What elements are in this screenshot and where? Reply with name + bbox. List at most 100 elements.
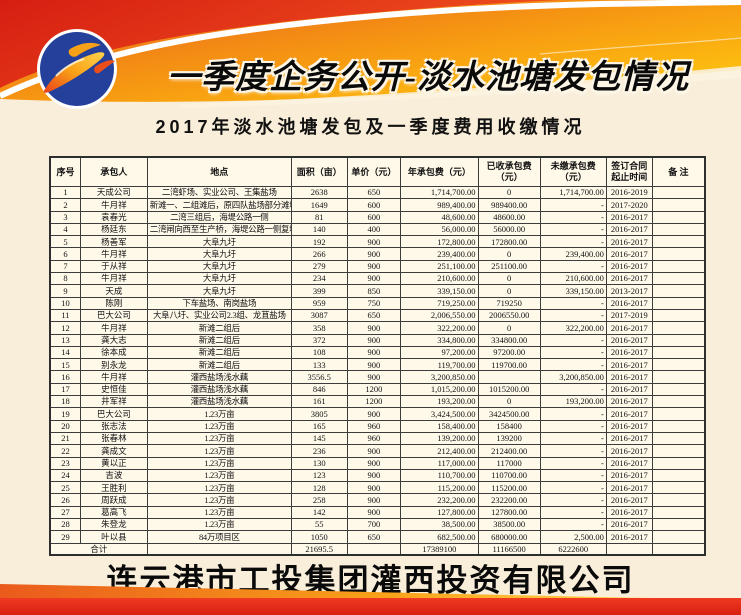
cell-contract_period: 2016-2017	[605, 407, 653, 421]
cell-no: 20	[49, 419, 81, 433]
cell-no: 2	[49, 198, 81, 212]
cell-location: 1.23万亩	[146, 431, 292, 446]
cell-contract_period: 2016-2017	[605, 333, 653, 347]
cell-unpaid_fee_yuan: 3,200,850.00	[539, 370, 607, 384]
cell-note	[651, 296, 706, 310]
total-period	[605, 542, 653, 556]
cell-unit_price_yuan: 650	[346, 530, 402, 544]
cell-area_mu: 234	[290, 272, 348, 286]
cell-unpaid_fee_yuan: -	[539, 358, 607, 372]
cell-area_mu: 846	[290, 382, 348, 397]
cell-contractor: 葛高飞	[79, 505, 148, 520]
cell-area_mu: 142	[290, 505, 348, 520]
cell-note	[651, 407, 706, 421]
cell-no: 4	[49, 222, 81, 237]
table-row: 14 徐本成 新滩二组后 108 900 97,200.00 97200.00-2016-2…	[49, 345, 706, 360]
cell-note	[651, 530, 706, 544]
cell-contractor: 牛月祥	[79, 198, 148, 212]
cell-area_mu: 1050	[290, 530, 348, 544]
cell-contract_period: 2016-2017	[605, 259, 653, 274]
cell-contractor: 朱登龙	[79, 518, 148, 532]
cell-annual_fee_yuan: 682,500.00	[400, 530, 479, 544]
cell-unit_price_yuan: 650	[346, 185, 402, 200]
cell-unpaid_fee_yuan: -	[539, 210, 607, 224]
cell-no: 18	[49, 395, 81, 409]
cell-area_mu: 3556.5	[290, 370, 348, 384]
cell-contract_period: 2017-2019	[605, 308, 653, 323]
total-annual-fee: 17389100	[400, 542, 479, 556]
cell-unit_price_yuan: 1200	[346, 382, 402, 397]
cell-location: 84万项目区	[146, 530, 292, 544]
cell-contractor: 杨廷东	[79, 222, 148, 237]
table-row: 18 井军祥 灌西盐场浅水藕 161 1200 193,200.00 0 193,200.00…	[49, 395, 706, 409]
cell-contract_period: 2016-2017	[605, 370, 653, 384]
table-row: 23 黄以正 1.23万亩 130 900 117,000.00 117000-2016-2…	[49, 456, 706, 470]
cell-location: 灌西盐场浅水藕	[146, 382, 292, 397]
cell-annual_fee_yuan: 719,250.00	[400, 296, 479, 310]
cell-received_fee_yuan: 38500.00	[477, 518, 541, 532]
cell-received_fee_yuan: 110700.00	[477, 468, 541, 483]
cell-unpaid_fee_yuan: -	[539, 444, 607, 458]
cell-annual_fee_yuan: 172,800.00	[400, 235, 479, 249]
cell-unit_price_yuan: 600	[346, 210, 402, 224]
cell-note	[651, 333, 706, 347]
table-row: 13 龚大志 新滩二组后 372 900 334,800.00 334800.00-2016…	[49, 333, 706, 347]
cell-unit_price_yuan: 700	[346, 518, 402, 532]
cell-area_mu: 161	[290, 395, 348, 409]
cell-unit_price_yuan: 900	[346, 321, 402, 335]
cell-contract_period: 2016-2017	[605, 321, 653, 335]
cell-received_fee_yuan: 172800.00	[477, 235, 541, 249]
cell-unpaid_fee_yuan: -	[539, 345, 607, 360]
cell-unpaid_fee_yuan: -	[539, 296, 607, 310]
cell-no: 1	[49, 185, 81, 200]
cell-note	[651, 284, 706, 298]
cell-unit_price_yuan: 900	[346, 235, 402, 249]
col-header-contractor: 承包人	[79, 156, 148, 187]
cell-no: 5	[49, 235, 81, 249]
cell-annual_fee_yuan: 239,400.00	[400, 247, 479, 261]
cell-location: 1.23万亩	[146, 518, 292, 532]
cell-area_mu: 165	[290, 419, 348, 433]
cell-area_mu: 399	[290, 284, 348, 298]
cell-location: 大阜八圩、实业公司2.3组、龙苴盐场	[146, 308, 292, 323]
cell-area_mu: 3087	[290, 308, 348, 323]
cell-contract_period: 2016-2017	[605, 272, 653, 286]
cell-annual_fee_yuan: 56,000.00	[400, 222, 479, 237]
cell-unit_price_yuan: 900	[346, 407, 402, 421]
cell-location: 新滩二组后	[146, 333, 292, 347]
guanxi-logo	[37, 29, 117, 109]
cell-received_fee_yuan: 115200.00	[477, 481, 541, 495]
cell-note	[651, 431, 706, 446]
cell-annual_fee_yuan: 1,714,700.00	[400, 185, 479, 200]
cell-note	[651, 235, 706, 249]
cell-annual_fee_yuan: 97,200.00	[400, 345, 479, 360]
cell-annual_fee_yuan: 110,700.00	[400, 468, 479, 483]
table-row: 17 史恒佳 灌西盐场浅水藕 846 1200 1,015,200.00 1015200.0…	[49, 382, 706, 397]
cell-location: 1.23万亩	[146, 444, 292, 458]
cell-contract_period: 2016-2017	[605, 395, 653, 409]
cell-received_fee_yuan: 0	[477, 395, 541, 409]
table-row: 5 杨善军 大阜九圩 192 900 172,800.00 172800.00-2016-2…	[49, 235, 706, 249]
cell-annual_fee_yuan: 210,600.00	[400, 272, 479, 286]
cell-annual_fee_yuan: 989,400.00	[400, 198, 479, 212]
cell-contract_period: 2016-2017	[605, 296, 653, 310]
cell-area_mu: 266	[290, 247, 348, 261]
table-row: 3 袁春光 二湾三组后，海堤公路一侧 81 600 48,600.00 48600.00-2…	[49, 210, 706, 224]
total-note	[651, 542, 706, 556]
total-received: 11166500	[477, 542, 541, 556]
cell-unpaid_fee_yuan: 193,200.00	[539, 395, 607, 409]
cell-no: 24	[49, 468, 81, 483]
cell-contractor: 于从祥	[79, 259, 148, 274]
cell-location: 1.23万亩	[146, 419, 292, 433]
cell-received_fee_yuan: 251100.00	[477, 259, 541, 274]
cell-no: 26	[49, 493, 81, 507]
cell-location: 大阜九圩	[146, 284, 292, 298]
cell-contract_period: 2016-2017	[605, 481, 653, 495]
cell-location: 二湾三组后，海堤公路一侧	[146, 210, 292, 224]
cell-note	[651, 185, 706, 200]
cell-contract_period: 2016-2017	[605, 518, 653, 532]
cell-no: 27	[49, 505, 81, 520]
cell-annual_fee_yuan: 1,015,200.00	[400, 382, 479, 397]
cell-annual_fee_yuan: 232,200.00	[400, 493, 479, 507]
cell-note	[651, 456, 706, 470]
